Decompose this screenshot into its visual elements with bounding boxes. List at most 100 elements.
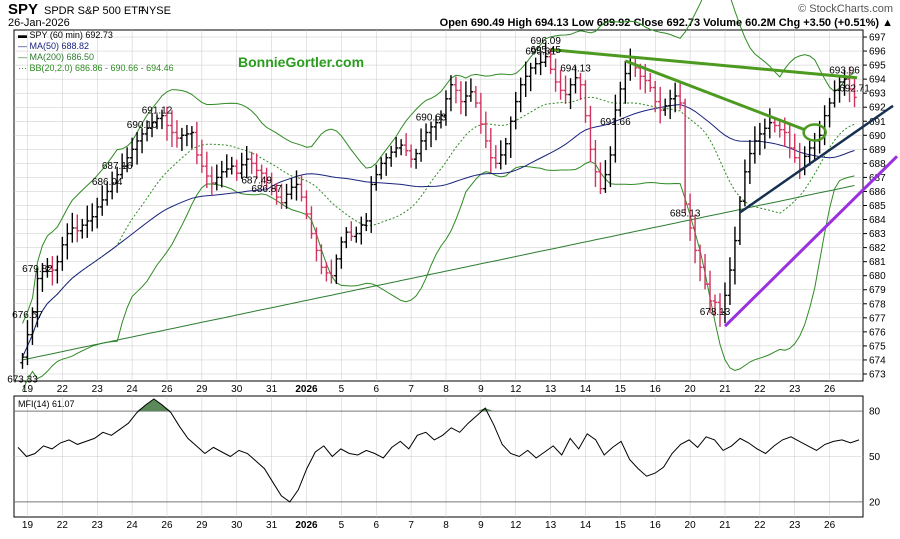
- price-label: 673.33: [7, 374, 38, 385]
- x-tick-label: 29: [196, 520, 208, 531]
- ohlc-bar: [568, 78, 573, 110]
- x-tick-label: 8: [443, 384, 449, 395]
- ohlc-bar: [234, 159, 239, 181]
- ohlc-bar: [334, 254, 339, 285]
- ohlc-bar: [453, 76, 459, 104]
- price-label: 692.71: [839, 83, 870, 94]
- ohlc-bar: [473, 85, 479, 108]
- bollinger-mid-line: [22, 96, 855, 358]
- ohlc-bar: [747, 139, 753, 184]
- ohlc-bar: [189, 126, 195, 149]
- ohlc-bar: [114, 166, 120, 193]
- ohlc-bar: [533, 57, 538, 75]
- price-label: 687.16: [102, 161, 133, 172]
- ohlc-bar: [717, 293, 723, 327]
- ohlc-bar: [543, 42, 548, 68]
- x-tick-label: 24: [127, 384, 139, 395]
- ohlc-bar: [383, 153, 389, 176]
- quote-summary: Open 690.49 High 694.13 Low 689.92 Close…: [440, 17, 893, 29]
- ohlc-bar: [832, 80, 837, 108]
- ohlc-bar: [139, 128, 145, 154]
- ohlc-bar: [777, 120, 782, 138]
- ohlc-bar: [762, 118, 768, 149]
- ohlc-bar: [374, 164, 379, 191]
- ohlc-bar: [299, 174, 304, 202]
- x-tick-label: 19: [22, 520, 34, 531]
- price-x-axis: 19 22 23 24 26 29 30 31 2026 5 6 7 8 9 12 13 14 15 16 20 21 2…: [22, 384, 836, 395]
- ohlc-bar: [742, 159, 748, 207]
- ohlc-bar: [129, 137, 135, 167]
- y-tick-label: 677: [869, 313, 886, 324]
- ohlc-bar: [50, 256, 55, 286]
- price-label: 686.04: [92, 177, 123, 188]
- ohlc-bar: [354, 226, 359, 243]
- chart-date: 26-Jan-2026: [8, 17, 70, 29]
- x-tick-label: 23: [92, 520, 104, 531]
- y-tick-label: 687: [869, 173, 886, 184]
- mfi-x-axis: 19 22 23 24 26 29 30 31 2026 5 6 7 8 9 12 13 14 15 16 20 21 2…: [22, 520, 836, 531]
- ohlc-bar: [274, 183, 279, 205]
- x-tick-label: 16: [650, 520, 662, 531]
- ohlc-bar: [583, 80, 588, 123]
- x-tick-label: 12: [510, 384, 522, 395]
- ohlc-bar: [727, 257, 733, 305]
- y-tick-label: 684: [869, 215, 886, 226]
- ohlc-bar: [85, 205, 90, 238]
- x-tick-label: 23: [789, 384, 801, 395]
- ohlc-bar: [837, 75, 842, 103]
- ohlc-bar: [493, 145, 498, 169]
- ohlc-bar: [513, 91, 518, 130]
- ohlc-bar: [284, 183, 289, 209]
- bollinger-lower-line: [22, 161, 855, 392]
- ohlc-bar: [847, 66, 852, 103]
- x-tick-label: 29: [196, 384, 208, 395]
- price-label: 694.13: [560, 63, 591, 74]
- ohlc-bar: [393, 137, 399, 158]
- ohlc-bar: [702, 253, 708, 290]
- x-tick-label: 16: [650, 384, 662, 395]
- ohlc-bar: [563, 75, 568, 105]
- ohlc-bar: [179, 127, 185, 151]
- ohlc-bar: [608, 146, 613, 188]
- ohlc-bar: [144, 120, 150, 142]
- x-tick-label: 5: [339, 520, 345, 531]
- descending-trendline: [624, 59, 806, 132]
- ohlc-bar: [588, 105, 593, 163]
- ohlc-bar: [672, 82, 678, 113]
- x-tick-label: 22: [57, 520, 69, 531]
- price-label: 695.45: [530, 45, 561, 56]
- x-tick-label: 9: [478, 384, 484, 395]
- ohlc-bar: [508, 116, 513, 158]
- x-tick-label: 22: [57, 384, 69, 395]
- ohlc-bar: [379, 157, 384, 180]
- price-label: 687.49: [241, 176, 272, 187]
- y-tick-label: 690: [869, 131, 886, 142]
- x-tick-label: 14: [580, 520, 592, 531]
- ohlc-bar: [503, 137, 508, 165]
- support-trendline: [739, 104, 894, 214]
- ohlc-bar: [737, 196, 743, 245]
- ohlc-bar: [294, 170, 299, 201]
- legend-bb: ⋯ BB(20,2.0) 686.86 - 690.66 - 694.46: [18, 63, 174, 73]
- ohlc-bar: [194, 121, 200, 165]
- y-tick-label: 685: [869, 201, 886, 212]
- y-tick-label: 673: [869, 369, 886, 380]
- ohlc-bar: [682, 98, 688, 214]
- x-tick-label: 7: [408, 520, 414, 531]
- x-tick-label: 19: [22, 384, 34, 395]
- ohlc-bar: [653, 81, 658, 113]
- ohlc-bar: [119, 153, 125, 179]
- ohlc-bar: [478, 92, 484, 134]
- y-tick-label: 691: [869, 117, 886, 128]
- ohlc-bar: [104, 182, 110, 206]
- ohlc-bar: [428, 121, 434, 148]
- y-tick-label: 692: [869, 103, 886, 114]
- ohlc-bar: [364, 213, 369, 232]
- watermark: BonnieGortler.com: [238, 54, 364, 70]
- rising-trendline: [723, 155, 899, 328]
- ohlc-bar: [448, 75, 454, 112]
- ohlc-bar: [259, 164, 264, 188]
- ma50-line: [22, 103, 855, 358]
- mfi-legend: MFI(14) 61.07: [18, 399, 75, 409]
- ohlc-bar: [254, 153, 259, 180]
